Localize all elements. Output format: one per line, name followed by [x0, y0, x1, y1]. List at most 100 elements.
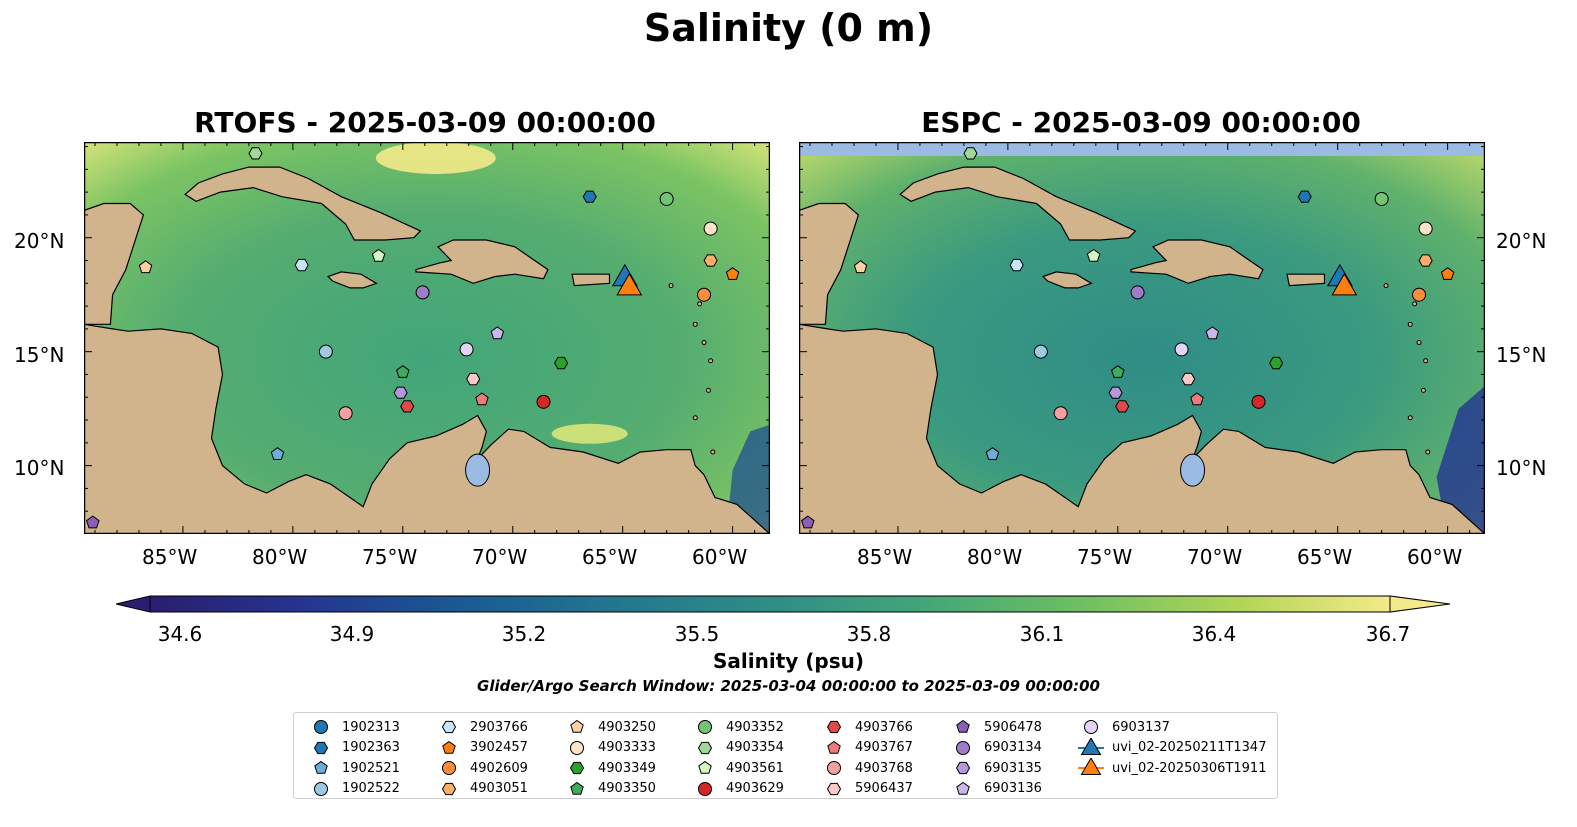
legend-item: 4903051 [436, 779, 528, 799]
legend-marker-shape [314, 720, 328, 734]
x-tick-label: 70°W [1187, 545, 1243, 569]
float-marker-6903137 [1174, 342, 1189, 357]
island [1425, 449, 1431, 455]
legend-item: 3902457 [436, 738, 528, 758]
lake-maracaibo [1180, 453, 1206, 487]
legend-marker-shape [313, 741, 329, 754]
legend-label: 6903134 [984, 740, 1042, 755]
y-tick-label: 20°N [1496, 229, 1547, 253]
land-hispaniola [1130, 239, 1264, 284]
legend-item: 6903135 [950, 758, 1042, 778]
rtofs-salinity-map [84, 142, 770, 534]
float-marker-5906437 [1181, 372, 1196, 386]
legend-item: 4903629 [692, 779, 784, 799]
x-tick-label: 65°W [582, 545, 638, 569]
float-marker-2903766 [294, 258, 309, 272]
map-frame [84, 142, 770, 534]
colorbar-tick: 35.2 [501, 622, 547, 646]
legend-item: 6903137 [1078, 717, 1170, 737]
legend-label: 1902522 [342, 781, 400, 796]
legend-marker [956, 740, 970, 755]
legend-marker-shape [442, 740, 456, 754]
legend-marker [956, 781, 970, 795]
legend-item: 2903766 [436, 717, 528, 737]
float-marker-6903136 [1205, 326, 1220, 340]
x-tick-label: 80°W [967, 545, 1023, 569]
float-marker-4903767 [1190, 392, 1204, 406]
float-marker-4903354 [963, 147, 978, 160]
legend-marker [313, 741, 329, 754]
legend-marker-shape [956, 781, 970, 795]
legend-marker [570, 740, 584, 755]
legend-item: 4903768 [821, 758, 913, 778]
y-tick-label: 20°N [14, 229, 65, 253]
island [1420, 387, 1426, 393]
map-frame [799, 142, 1485, 534]
legend-item: 4903767 [821, 738, 913, 758]
legend-marker-shape [314, 781, 328, 796]
legend-triangle [1080, 758, 1102, 775]
legend-item: 1902522 [308, 779, 400, 799]
land-centralAmerica [84, 323, 770, 534]
float-marker-1902522 [1033, 344, 1048, 359]
rtofs-panel-title: RTOFS - 2025-03-09 00:00:00 [194, 106, 656, 139]
float-marker-6903137 [459, 342, 474, 357]
legend-marker [442, 761, 456, 775]
land-puertoRico [571, 273, 611, 287]
legend-label: 1902363 [342, 740, 400, 755]
legend-marker [698, 760, 712, 774]
float-marker-4903629 [1251, 394, 1266, 409]
float-marker-5906437 [466, 372, 481, 386]
float-marker-1902363 [1297, 190, 1312, 203]
float-marker-4903051 [703, 254, 718, 267]
legend-item: 4903561 [692, 758, 784, 778]
x-tick-label: 75°W [362, 545, 418, 569]
legend-marker [569, 761, 585, 775]
legend-item: 6903136 [950, 779, 1042, 799]
land-centralAmerica [799, 323, 1485, 534]
float-marker-4903768 [338, 406, 353, 421]
colorbar-tick: 34.6 [157, 622, 203, 646]
colorbar-tick: 35.8 [846, 622, 892, 646]
float-marker-6903134 [1130, 285, 1145, 300]
legend-label: 4903352 [726, 719, 784, 735]
legend-item: 4903354 [692, 738, 784, 758]
legend-label: 6903136 [984, 781, 1042, 796]
float-marker-uvi_02-20250306T1911 [1331, 272, 1358, 296]
x-tick-label: 65°W [1297, 545, 1353, 569]
legend-marker [1078, 758, 1104, 775]
legend-marker [956, 719, 970, 733]
legend-triangle [1080, 737, 1102, 755]
legend-item: 5906437 [821, 779, 913, 799]
legend-label: 4903250 [598, 719, 656, 735]
legend-marker-shape [570, 740, 584, 755]
legend-label: 4903767 [855, 740, 913, 755]
search-window-caption: Glider/Argo Search Window: 2025-03-04 00… [477, 677, 1100, 695]
legend-marker [1078, 737, 1104, 755]
y-tick-label: 10°N [14, 456, 65, 480]
legend-marker-shape [442, 761, 456, 775]
legend-label: 5906437 [855, 781, 913, 796]
colorbar-tick: 36.7 [1365, 622, 1411, 646]
float-marker-1902521 [985, 447, 1000, 460]
float-marker-4903250 [138, 260, 153, 274]
legend-marker [570, 781, 584, 795]
float-marker-4903629 [536, 394, 551, 409]
colorbar-tick: 34.9 [329, 622, 375, 646]
float-marker-6903135 [393, 386, 408, 399]
legend-marker [697, 741, 713, 754]
y-tick-label: 10°N [1496, 456, 1547, 480]
legend-marker-shape [956, 740, 970, 755]
island [1407, 415, 1413, 421]
land-jamaica [327, 271, 378, 289]
float-marker-4903333 [1418, 221, 1433, 236]
legend-marker-shape [955, 761, 971, 775]
legend-item: 6903134 [950, 738, 1042, 758]
land-yucatan [799, 202, 860, 325]
legend-label: 4903354 [726, 740, 784, 755]
island [708, 358, 714, 364]
figure-title: Salinity (0 m) [643, 6, 934, 50]
legend-marker [441, 782, 457, 795]
espc-salinity-map [799, 142, 1485, 534]
island [692, 321, 698, 327]
